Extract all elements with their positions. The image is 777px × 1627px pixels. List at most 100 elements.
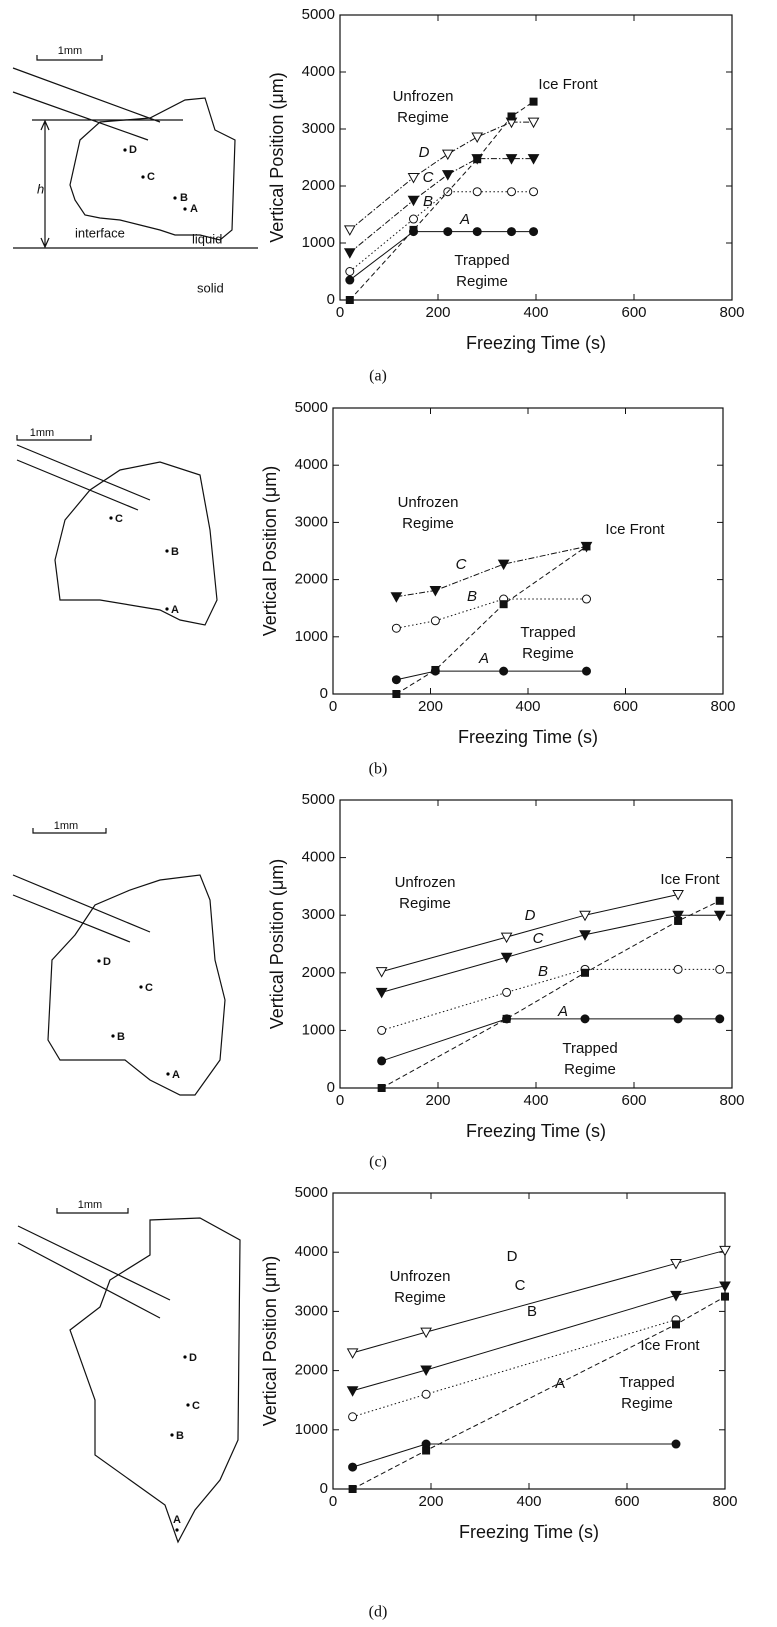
marker: [375, 967, 388, 978]
series-line: [349, 101, 534, 301]
point: [170, 1433, 174, 1437]
point-label: A: [190, 203, 198, 215]
annotation: Regime: [402, 515, 454, 532]
x-tick-label: 200: [425, 1092, 450, 1109]
y-tick-label: 4000: [295, 1243, 328, 1260]
solid-label: solid: [197, 280, 224, 295]
x-tick-label: 0: [336, 1092, 344, 1109]
series-line: [352, 1249, 726, 1354]
marker: [674, 916, 683, 925]
x-tick-label: 600: [613, 698, 638, 715]
annotation: Regime: [564, 1061, 616, 1078]
series-label: A: [557, 1003, 568, 1020]
point-label: D: [103, 956, 111, 968]
diagram-b: 1mm C B A: [16, 427, 218, 626]
marker: [471, 132, 484, 144]
series-label: Ice Front: [660, 871, 720, 888]
marker: [579, 930, 591, 941]
series-line: [352, 1443, 676, 1468]
point-label: C: [115, 513, 123, 525]
marker: [390, 592, 403, 603]
annotation: Trapped: [619, 1374, 674, 1391]
y-axis-label: Vertical Position (μm): [260, 466, 280, 636]
marker: [430, 616, 440, 626]
point-label: D: [189, 1352, 197, 1364]
y-tick-label: 3000: [302, 906, 335, 923]
x-tick-label: 200: [418, 1493, 443, 1510]
scale-label: 1mm: [54, 820, 78, 832]
y-tick-label: 5000: [302, 791, 335, 808]
y-axis-label: Vertical Position (μm): [260, 1256, 280, 1426]
series-label: B: [423, 193, 433, 210]
annotation: Trapped: [454, 252, 509, 269]
x-axis-label: Freezing Time (s): [466, 1121, 606, 1141]
marker: [420, 1327, 432, 1339]
marker: [673, 964, 683, 974]
marker: [441, 149, 454, 161]
annotation: Unfrozen: [390, 1268, 451, 1285]
series-label: B: [467, 588, 477, 605]
guide-lines: [17, 1225, 171, 1319]
series-label: Ice Front: [605, 521, 665, 538]
x-tick-label: 400: [515, 698, 540, 715]
sample-outline: [47, 874, 226, 1096]
marker: [500, 952, 513, 964]
marker: [580, 1014, 590, 1024]
y-axis-label: Vertical Position (μm): [267, 859, 287, 1029]
marker: [719, 1245, 731, 1257]
series-line: [381, 1018, 720, 1062]
marker: [715, 1014, 725, 1024]
x-axis-label: Freezing Time (s): [459, 1522, 599, 1542]
marker: [472, 187, 482, 197]
y-tick-label: 2000: [302, 177, 335, 194]
marker: [582, 594, 591, 604]
marker: [346, 1348, 359, 1359]
x-tick-label: 0: [329, 698, 337, 715]
series-label: D: [507, 1248, 518, 1265]
marker: [346, 1386, 359, 1397]
point-label: A: [172, 1069, 180, 1081]
series-line: [352, 1285, 726, 1392]
series-label: D: [525, 907, 536, 924]
guide-lines: [12, 874, 151, 943]
point-label: C: [192, 1400, 200, 1412]
annotation: Unfrozen: [395, 874, 456, 891]
marker: [721, 1292, 729, 1301]
y-tick-label: 2000: [295, 1362, 328, 1379]
annotation: Unfrozen: [398, 494, 459, 511]
y-tick-label: 0: [327, 1079, 335, 1096]
series-line: [352, 1296, 726, 1490]
marker: [443, 227, 453, 237]
series-line: [381, 914, 720, 993]
marker: [505, 154, 518, 165]
chart: 0 200 400 600 800 0 1000 2000 3000 4000 5000 Freezi…: [260, 399, 736, 747]
x-tick-label: 600: [621, 304, 646, 321]
x-tick-label: 200: [425, 304, 450, 321]
series-label: A: [478, 650, 489, 667]
point-label: A: [173, 1514, 181, 1526]
series-line: [396, 546, 587, 695]
series-label: C: [456, 556, 467, 573]
marker: [500, 932, 513, 944]
point: [139, 985, 143, 989]
x-tick-label: 400: [516, 1493, 541, 1510]
y-tick-label: 1000: [302, 234, 335, 251]
y-tick-label: 4000: [295, 456, 328, 473]
sample-outline: [69, 97, 236, 241]
marker: [499, 666, 509, 676]
series-label: D: [419, 144, 430, 161]
marker: [719, 1281, 731, 1292]
marker: [345, 296, 354, 304]
liquid-label: liquid: [192, 231, 222, 246]
point-label: B: [171, 546, 179, 558]
series-label: B: [538, 963, 548, 980]
marker: [391, 623, 401, 633]
point: [109, 516, 113, 520]
y-axis-label: Vertical Position (μm): [267, 72, 287, 242]
x-tick-label: 0: [336, 304, 344, 321]
point: [123, 148, 127, 152]
annotation: Regime: [397, 109, 449, 126]
x-tick-label: 800: [712, 1493, 737, 1510]
point: [173, 196, 177, 200]
series-line: [396, 670, 587, 681]
